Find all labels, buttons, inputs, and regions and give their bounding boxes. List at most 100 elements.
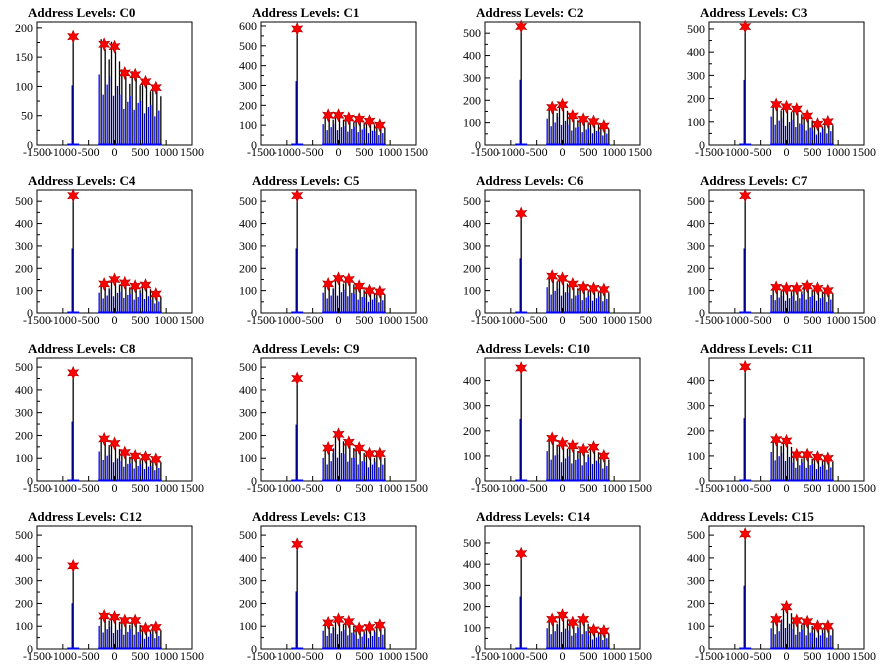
peak-marker [811,117,824,132]
y-tick-label: 100 [687,449,705,463]
peak-marker [566,615,579,630]
y-tick-label: 200 [687,92,705,106]
plot-frame [484,21,641,146]
peak-marker [821,619,834,634]
x-tick-label: 1500 [404,649,428,663]
peak-marker [577,112,590,127]
x-tick-label: 0 [336,481,342,495]
x-tick-label: -500 [750,481,772,495]
x-tick-label: -1500 [695,145,723,159]
y-tick-label: 0 [251,138,257,152]
x-tick-label: -500 [750,145,772,159]
x-tick-label: 1000 [378,481,402,495]
peak-marker [597,623,610,638]
x-tick-label: -1000 [721,649,749,663]
x-tick-label: -1500 [247,145,275,159]
y-tick-label: 500 [239,528,257,542]
peak-marker [790,447,803,462]
y-tick-label: 400 [687,45,705,59]
y-tick-label: 200 [687,424,705,438]
peak-marker [770,432,783,447]
x-tick-label: 1000 [826,481,850,495]
chart-panel: 0 100 200 300 400 500 -1500 -1000 -500 0 500 1000 15… [448,0,672,168]
peak-marker [108,436,121,451]
x-tick-label: -500 [526,145,548,159]
peak-marker [363,283,376,298]
y-tick-label: 500 [15,194,33,208]
peak-marker [108,610,121,625]
peak-marker [332,108,345,123]
y-tick-label: 0 [699,642,705,656]
peak-marker [801,109,814,123]
chart-panel: 0 100 200 300 400 500 -1500 -1000 -500 0 500 1000 15… [0,504,224,672]
x-tick-label: -1000 [721,481,749,495]
peak-marker [67,558,80,573]
peak-marker [801,447,814,462]
x-tick-label: 1500 [180,649,204,663]
y-tick-label: 400 [463,374,481,388]
y-tick-label: 100 [239,451,257,465]
y-tick-label: 0 [475,474,481,488]
y-tick-label: 0 [27,138,33,152]
x-tick-label: 1500 [628,481,652,495]
y-tick-label: 500 [239,360,257,374]
plot-frame [260,21,417,146]
y-tick-label: 300 [463,399,481,413]
x-tick-label: -500 [750,313,772,327]
peak-marker [67,365,80,380]
x-tick-label: 1500 [180,481,204,495]
peak-marker [739,19,752,34]
y-tick-label: 200 [463,424,481,438]
y-tick-label: 0 [699,306,705,320]
peak-marker [515,361,528,376]
x-tick-label: -500 [302,145,324,159]
plot-frame [484,357,641,482]
peak-marker [801,614,814,629]
y-tick-label: 400 [687,217,705,231]
chart-title: Address Levels: C13 [252,509,366,524]
y-tick-label: 0 [475,306,481,320]
x-tick-label: 1000 [154,145,178,159]
peak-marker [139,74,152,89]
x-tick-label: 1000 [378,313,402,327]
peak-marker [515,19,528,34]
peak-marker [770,280,783,295]
peak-marker [373,118,386,133]
x-tick-label: 1500 [404,481,428,495]
x-tick-label: -1500 [695,649,723,663]
peak-marker [373,284,386,299]
peak-marker [577,442,590,457]
x-tick-label: -1000 [497,481,525,495]
x-tick-label: -1500 [471,649,499,663]
y-tick-label: 100 [687,284,705,298]
peak-marker [515,546,528,561]
y-tick-label: 300 [239,239,257,253]
x-tick-label: -1000 [273,481,301,495]
y-tick-label: 200 [687,261,705,275]
y-tick-label: 100 [687,619,705,633]
peak-marker [739,188,752,203]
x-tick-label: -1500 [695,313,723,327]
x-tick-label: 1500 [852,649,876,663]
peak-marker [149,452,162,467]
chart-title: Address Levels: C3 [700,5,808,20]
y-tick-label: 200 [15,596,33,610]
chart-svg: 0 100 200 300 400 500 -1500-1000 -500 0 500 1000 15… [687,188,876,327]
x-tick-label: -1500 [247,313,275,327]
chart-title: Address Levels: C7 [700,173,808,188]
x-tick-label: 500 [803,481,821,495]
x-tick-label: -1000 [497,649,525,663]
peak-marker [108,39,121,54]
y-tick-label: 400 [687,374,705,388]
peak-marker [353,440,366,455]
peak-marker [98,37,111,52]
chart-title: Address Levels: C0 [28,5,136,20]
plot-frame [484,189,641,314]
x-tick-label: -500 [302,481,324,495]
y-tick-label: 300 [463,239,481,253]
y-tick-label: 500 [15,528,33,542]
peak-marker [118,613,131,628]
peak-marker [149,287,162,301]
peak-marker [597,119,610,133]
chart-title: Address Levels: C8 [28,341,136,356]
